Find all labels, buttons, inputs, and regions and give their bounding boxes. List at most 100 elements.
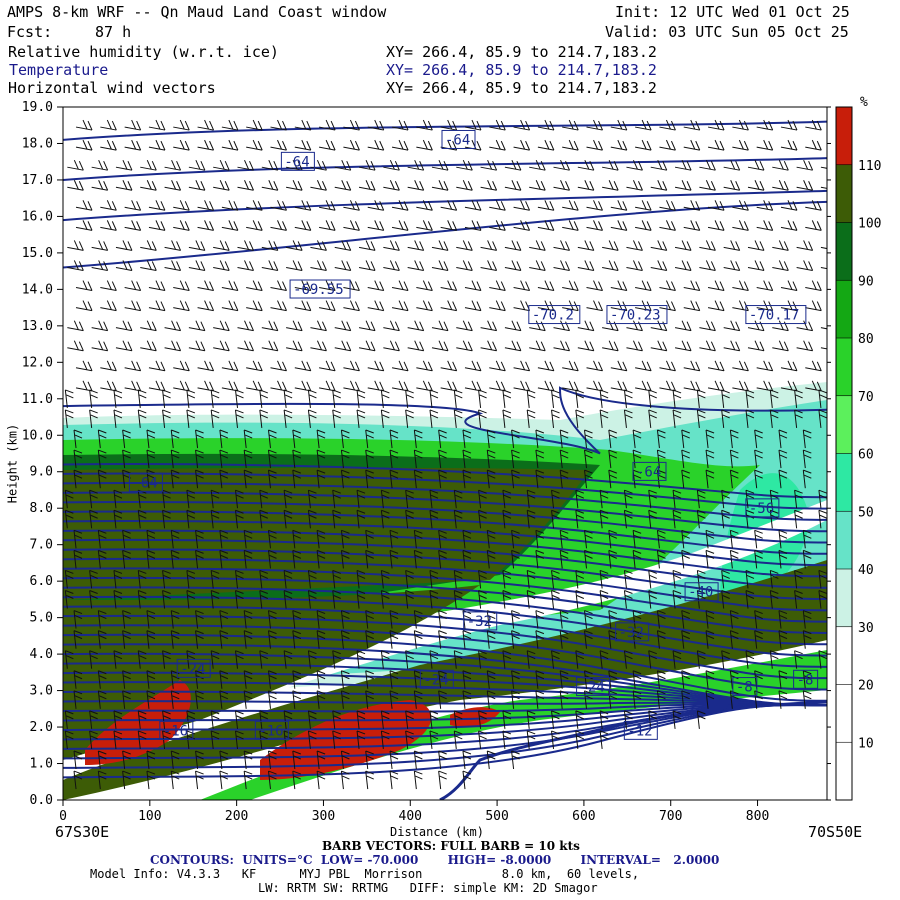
colorbar-band (836, 742, 852, 800)
colorbar-label: 10 (858, 736, 874, 751)
wind-barb (294, 139, 312, 151)
wind-barb (478, 710, 487, 729)
wind-barb (504, 159, 522, 171)
wind-barb (729, 449, 739, 469)
wind-barb (294, 119, 312, 131)
wind-barb (316, 690, 326, 709)
wind-barb (478, 650, 487, 669)
wind-barb (438, 630, 447, 649)
wind-barb (553, 240, 570, 251)
wind-barb (261, 340, 279, 352)
right-coordinate: 70S50E (808, 823, 863, 841)
wind-barb (551, 509, 560, 529)
wind-barb (356, 509, 366, 529)
wind-barb (148, 300, 166, 312)
colorbar-band (836, 511, 852, 569)
wind-barb (599, 409, 609, 429)
wind-barb (480, 260, 498, 271)
wind-barb (602, 240, 619, 251)
wind-barb (146, 670, 156, 689)
wind-barb (343, 300, 360, 312)
wind-barb (162, 650, 171, 669)
wind-barb (343, 280, 360, 292)
contour-label-box (289, 279, 351, 299)
wind-barb (529, 260, 546, 271)
wind-barb (562, 220, 579, 231)
wind-barb (294, 220, 312, 231)
wind-barb (195, 750, 204, 770)
wind-barb (383, 320, 400, 332)
wind-barb (599, 650, 609, 669)
wind-barb (115, 180, 133, 191)
wind-barb (610, 360, 628, 372)
wind-barb (389, 549, 399, 569)
wind-barb (246, 360, 263, 372)
wind-barb (67, 340, 84, 352)
wind-barb (453, 409, 463, 429)
wind-barb (365, 690, 374, 709)
wind-barb (672, 650, 682, 669)
wind-barb (365, 670, 374, 689)
wind-barb (405, 569, 414, 589)
wind-barb (526, 590, 536, 609)
wind-barb (173, 220, 190, 231)
wind-barb (219, 549, 229, 569)
y-tick-label: 3.0 (30, 684, 53, 699)
wind-barb (186, 489, 196, 509)
wind-barb (586, 200, 603, 211)
wind-barb (210, 489, 220, 509)
wind-barb (478, 409, 487, 429)
wind-barb (283, 650, 293, 669)
contour-label-box (128, 472, 163, 492)
wind-barb (64, 590, 74, 609)
wind-barb (635, 119, 652, 131)
wind-barb (562, 280, 579, 292)
wind-barb (235, 409, 244, 429)
contour-label-box (745, 498, 780, 518)
wind-barb (551, 489, 560, 509)
wind-barb (148, 380, 166, 392)
wind-barb (416, 119, 433, 131)
wind-barb (489, 200, 506, 211)
wind-barb (383, 240, 400, 251)
wind-barb (511, 690, 520, 709)
wind-barb (794, 590, 803, 609)
wind-barb (754, 630, 763, 649)
y-tick-label: 14.0 (22, 282, 53, 297)
wind-barb (310, 320, 327, 332)
chart-title: AMPS 8-km WRF -- Qn Maud Land Coast wind… (7, 3, 387, 21)
wind-barb (650, 260, 668, 271)
wind-barb (389, 750, 399, 770)
wind-barb (146, 549, 156, 569)
wind-barb (553, 340, 570, 352)
wind-barb (283, 489, 293, 509)
wind-barb (478, 569, 487, 589)
wind-barb (391, 300, 409, 312)
wind-barb (599, 590, 609, 609)
wind-barb (310, 340, 327, 352)
wind-barb (681, 630, 690, 649)
wind-barb (148, 220, 166, 231)
wind-barb (310, 260, 327, 271)
contour-line (63, 482, 827, 521)
wind-barb (383, 340, 400, 352)
contour-label: -64 (132, 475, 157, 491)
wind-barb (270, 220, 287, 231)
wind-barb (805, 200, 822, 211)
y-tick-label: 12.0 (22, 355, 53, 370)
wind-barb (259, 710, 269, 729)
colorbar-band (836, 222, 852, 281)
wind-barb (307, 569, 317, 589)
wind-barb (89, 509, 98, 529)
wind-barb (122, 429, 131, 449)
wind-barb (707, 119, 725, 131)
y-tick-label: 2.0 (30, 720, 53, 735)
wind-barb (551, 409, 560, 429)
wind-barb (97, 630, 107, 649)
wind-barb (413, 529, 423, 549)
colorbar-label: 50 (858, 505, 874, 520)
wind-barb (796, 260, 814, 271)
wind-barb (805, 220, 822, 231)
wind-barb (292, 750, 302, 770)
wind-barb (416, 280, 433, 292)
